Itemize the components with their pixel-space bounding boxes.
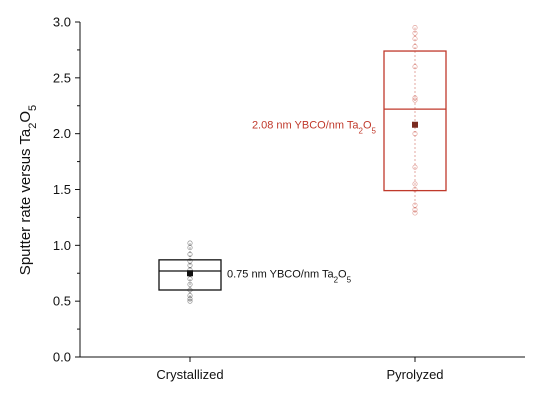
data-point [412,207,418,213]
axes [79,22,525,358]
data-point [187,298,193,304]
y-tick-label: 0.5 [53,294,71,309]
data-point [187,281,193,287]
data-point [412,95,418,101]
data-point [412,202,418,208]
annotation-part: 5 [347,275,352,284]
x-tick-label: Pyrolyzed [386,367,443,382]
data-point [187,276,193,282]
data-point [187,293,193,299]
annotation-part: O [338,268,347,280]
annotation-part: O [363,120,372,132]
x-axis-ticks: Crystallized Pyrolyzed [156,357,444,382]
y-tick-label: 0.0 [53,350,71,365]
y-tick-label: 1.0 [53,238,71,253]
y-tick-label: 3.0 [53,15,71,30]
data-point [187,245,193,251]
data-point [412,131,418,137]
annotation-part: 2.08 nm YBCO/nm Ta [252,120,359,132]
mean-marker [187,270,193,277]
annotation-part: 2 [359,126,364,135]
annotation-part: 5 [372,126,377,135]
data-point [187,262,193,268]
y-axis-label: Sputter rate versus Ta2O5 [17,105,39,275]
x-tick-label: Crystallized [156,367,223,382]
mean-annotation: 2.08 nm YBCO/nm Ta2O5 [252,120,377,136]
box-rect [158,259,222,291]
data-point [412,181,418,187]
data-point [187,251,193,257]
mean-marker [412,121,418,128]
data-point [187,258,193,264]
data-point [412,164,418,170]
y-tick-label: 2.5 [53,70,71,85]
data-point [412,64,418,70]
y-tick-label: 2.0 [53,126,71,141]
data-point [412,36,418,42]
data-point [412,30,418,36]
data-point [412,25,418,31]
y-axis-ticks: 0.0 0.5 1.0 1.5 2.0 2.5 3.0 [53,15,80,365]
data-point [187,296,193,302]
data-point [412,210,418,216]
mean-annotation: 0.75 nm YBCO/nm Ta2O5 [227,268,352,284]
box-crystallized: 0.75 nm YBCO/nm Ta2O5 [158,240,352,304]
data-point [412,44,418,50]
box-rect [383,50,447,192]
annotation-part: 0.75 nm YBCO/nm Ta [227,268,334,280]
box-pyrolyzed: 2.08 nm YBCO/nm Ta2O5 [252,25,447,216]
data-point [412,186,418,193]
data-point [187,240,193,246]
data-point [412,97,418,103]
y-tick-label: 1.5 [53,182,71,197]
annotation-part: 2 [334,275,339,284]
